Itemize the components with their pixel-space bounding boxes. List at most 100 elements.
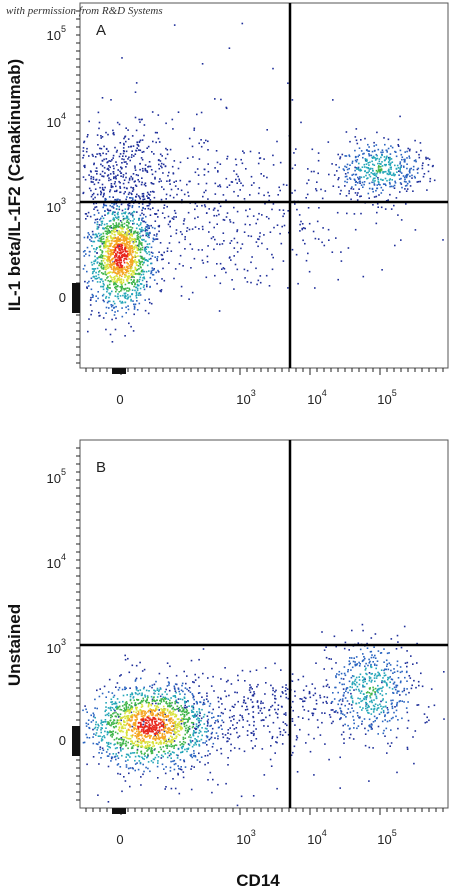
event-dot <box>136 698 138 701</box>
event-dot <box>136 244 139 247</box>
event-dot <box>91 293 94 296</box>
event-dot <box>141 177 143 179</box>
event-dot <box>216 161 219 164</box>
event-dot <box>201 708 203 711</box>
event-dot <box>93 214 96 216</box>
event-dot <box>108 196 111 198</box>
event-dot <box>194 715 196 718</box>
event-dot <box>102 286 105 288</box>
event-dot <box>139 242 142 245</box>
event-dot <box>268 709 270 712</box>
event-dot <box>145 701 148 704</box>
event-dot <box>390 729 392 731</box>
event-dot <box>143 276 145 278</box>
event-dot <box>111 242 113 245</box>
event-dot <box>124 135 127 138</box>
event-dot <box>124 217 126 220</box>
event-dot <box>177 773 179 776</box>
event-dot <box>125 704 127 706</box>
event-dot <box>119 274 121 276</box>
event-dot <box>360 176 363 179</box>
event-dot <box>108 300 111 303</box>
event-dot <box>132 256 135 259</box>
event-dot <box>96 153 98 155</box>
event-dot <box>125 176 127 179</box>
event-dot <box>258 235 261 238</box>
event-dot <box>158 741 161 744</box>
event-dot <box>166 703 168 705</box>
event-dot <box>396 634 399 637</box>
event-dot <box>100 727 103 729</box>
event-dot <box>109 730 111 732</box>
event-dot <box>119 281 122 284</box>
event-dot <box>342 731 345 733</box>
event-dot <box>413 175 416 178</box>
event-dot <box>155 213 158 215</box>
event-dot <box>280 242 283 245</box>
event-dot <box>414 730 417 732</box>
event-dot <box>138 692 141 695</box>
event-dot <box>360 184 363 186</box>
event-dot <box>131 266 133 269</box>
event-dot <box>132 214 134 217</box>
event-dot <box>126 261 128 264</box>
event-dot <box>218 310 221 312</box>
event-dot <box>121 244 124 247</box>
event-dot <box>233 237 236 240</box>
event-dot <box>397 144 399 146</box>
event-dot <box>126 278 128 281</box>
event-dot <box>142 273 145 276</box>
event-dot <box>172 172 175 175</box>
event-dot <box>169 745 171 747</box>
event-dot <box>406 665 408 668</box>
event-dot <box>400 177 402 180</box>
event-dot <box>226 155 229 158</box>
event-dot <box>253 720 255 723</box>
event-dot <box>119 243 121 245</box>
event-dot <box>302 700 304 703</box>
event-dot <box>236 182 238 184</box>
event-dot <box>406 688 408 690</box>
event-dot <box>128 233 130 235</box>
event-dot <box>120 709 123 711</box>
event-dot <box>144 246 147 249</box>
event-dot <box>378 688 380 691</box>
event-dot <box>300 220 302 223</box>
event-dot <box>291 248 294 251</box>
event-dot <box>181 717 183 720</box>
event-dot <box>181 199 183 201</box>
event-dot <box>109 204 112 207</box>
event-dot <box>157 271 160 273</box>
event-dot <box>353 727 355 729</box>
event-dot <box>355 160 358 163</box>
event-dot <box>364 744 367 747</box>
event-dot <box>147 761 150 763</box>
event-dot <box>94 260 97 262</box>
event-dot <box>371 724 373 726</box>
event-dot <box>92 155 94 157</box>
event-dot <box>126 232 128 235</box>
event-dot <box>121 223 124 226</box>
tick-exponent: 5 <box>61 24 66 34</box>
event-dot <box>131 747 134 749</box>
event-dot <box>159 742 162 744</box>
event-dot <box>419 180 421 183</box>
event-dot <box>381 269 383 271</box>
event-dot <box>178 706 181 709</box>
event-dot <box>368 150 371 152</box>
event-dot <box>191 711 193 713</box>
event-dot <box>210 685 213 687</box>
event-dot <box>117 714 119 716</box>
event-dot <box>156 689 159 691</box>
event-dot <box>136 744 138 747</box>
event-dot <box>341 683 343 686</box>
event-dot <box>238 178 240 181</box>
event-dot <box>221 733 224 735</box>
event-dot <box>194 226 197 228</box>
event-dot <box>265 274 268 277</box>
event-dot <box>113 218 116 220</box>
event-dot <box>107 731 110 734</box>
event-dot <box>132 223 134 225</box>
event-dot <box>174 708 177 711</box>
event-dot <box>351 629 353 632</box>
